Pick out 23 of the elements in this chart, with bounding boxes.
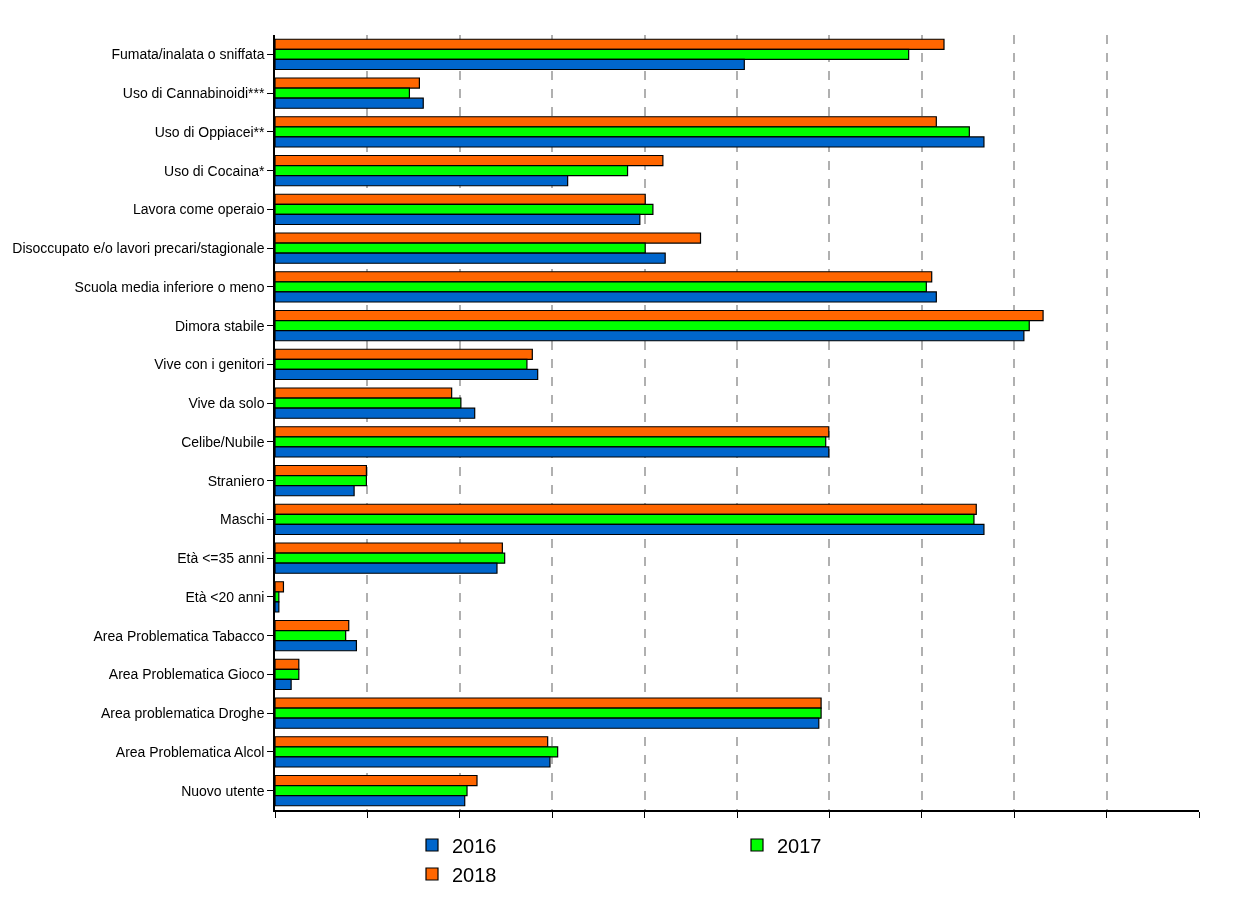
y-tick-label: Area Problematica Alcol — [115, 743, 265, 760]
legend-label: 2017 — [777, 834, 822, 857]
y-tick-label: Maschi — [220, 511, 265, 528]
y-tick-label: Uso di Oppiacei** — [154, 123, 265, 140]
y-tick-label: Età <=35 anni — [177, 550, 265, 567]
y-tick-label: Area problematica Droghe — [101, 705, 265, 722]
y-tick-label: Uso di Cannabinoidi*** — [122, 85, 265, 102]
y-tick-label: Area Problematica Tabacco — [93, 627, 265, 644]
y-tick-label: Scuola media inferiore o meno — [74, 278, 265, 295]
y-tick-label: Straniero — [207, 472, 265, 489]
legend-label: 2018 — [452, 863, 497, 886]
y-tick-label: Fumata/inalata o sniffata — [111, 46, 265, 63]
y-tick-label: Età <20 anni — [185, 588, 265, 605]
y-tick-label: Lavora come operaio — [132, 201, 265, 218]
y-tick-label: Celibe/Nubile — [181, 433, 265, 450]
y-tick-label: Vive con i genitori — [154, 356, 265, 373]
y-tick-label: Nuovo utente — [181, 782, 265, 799]
legend-label: 2016 — [452, 834, 497, 857]
y-tick-label: Vive da solo — [188, 395, 265, 412]
y-tick-label: Area Problematica Gioco — [108, 666, 265, 683]
y-tick-label: Uso di Cocaina* — [164, 162, 265, 179]
y-tick-label: Disoccupato e/o lavori precari/stagionale — [12, 240, 265, 257]
y-tick-label: Dimora stabile — [174, 317, 265, 334]
